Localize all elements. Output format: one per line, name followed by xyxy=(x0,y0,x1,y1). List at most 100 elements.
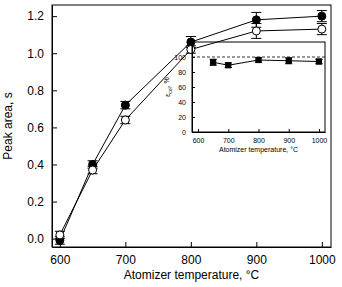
tick: 800 xyxy=(253,129,265,144)
tick-mark xyxy=(256,242,257,247)
error-bar xyxy=(315,59,322,64)
tick: 0.8 xyxy=(27,84,57,98)
y-axis: 0 20 40 60 80 100 xyxy=(174,43,195,136)
tick: 60 xyxy=(178,84,195,91)
plot-frame xyxy=(52,5,331,247)
figure: 60070080090010000.00.20.40.60.81.01.2Ato… xyxy=(0,0,342,287)
tick-label: 60 xyxy=(178,84,186,91)
chart: 60070080090010000.00.20.40.60.81.01.2Ato… xyxy=(1,5,336,282)
tick-label: 900 xyxy=(247,253,267,267)
tick-label: 600 xyxy=(193,137,205,144)
tick-label: 0.6 xyxy=(27,121,44,135)
tick-label: 600 xyxy=(50,253,70,267)
error-bar xyxy=(251,24,261,39)
tick-label: 0.0 xyxy=(27,232,44,246)
tick: 700 xyxy=(116,242,136,267)
x-axis-title: Atomizer temperature, °C xyxy=(219,146,298,154)
tick: 0 xyxy=(182,129,195,136)
data-point xyxy=(318,25,326,33)
series-line xyxy=(60,16,322,240)
error-bar xyxy=(88,166,98,173)
data-point xyxy=(187,46,195,54)
tick-mark xyxy=(192,102,195,103)
data-point xyxy=(226,63,231,68)
tick-mark xyxy=(52,53,57,54)
tick: 700 xyxy=(223,129,235,144)
tick-mark xyxy=(192,117,195,118)
tick-mark xyxy=(192,72,195,73)
tick-mark xyxy=(192,87,195,88)
tick-mark xyxy=(192,132,195,133)
error-bar xyxy=(225,63,232,68)
data-point xyxy=(211,60,216,65)
error-bar xyxy=(120,116,130,123)
tick: 0.2 xyxy=(27,195,57,209)
tick: 100 xyxy=(174,54,195,61)
tick-mark xyxy=(52,164,57,165)
plot-area xyxy=(55,11,327,245)
tick-mark xyxy=(52,90,57,91)
chart: 600 700 800 900 1000 0 20 40 60 80 100 Atomizer tem… xyxy=(163,42,327,154)
tick-label: 20 xyxy=(178,114,186,121)
data-point xyxy=(318,12,326,20)
tick-label: 0.2 xyxy=(27,195,44,209)
data-point xyxy=(316,59,321,64)
error-bar xyxy=(186,46,196,53)
plot-area xyxy=(192,57,325,68)
tick: 1000 xyxy=(312,129,328,144)
tick-mark xyxy=(191,242,192,247)
error-bar xyxy=(317,11,327,22)
tick-label: 1000 xyxy=(309,253,336,267)
x-axis-title: Atomizer temperature, °C xyxy=(124,268,260,282)
tick-mark xyxy=(322,242,323,247)
tick-label: 0 xyxy=(182,129,186,136)
data-point xyxy=(56,231,64,239)
tick: 20 xyxy=(178,114,195,121)
x-axis: 600 700 800 900 1000 xyxy=(193,129,328,144)
axis-line xyxy=(193,132,326,133)
tick: 0.6 xyxy=(27,121,57,135)
tick-label: 0.8 xyxy=(27,84,44,98)
y-axis: 0.0 0.2 0.4 0.6 0.8 1.0 1.2 xyxy=(27,6,57,248)
axis-line xyxy=(53,247,332,248)
tick: 0.4 xyxy=(27,158,57,172)
error-bar xyxy=(317,24,327,35)
tick-label: 80 xyxy=(178,69,186,76)
tick-label: 900 xyxy=(283,137,295,144)
tick: 800 xyxy=(181,242,201,267)
tick-mark xyxy=(228,129,229,132)
tick-mark xyxy=(52,202,57,203)
tick-label: 0.4 xyxy=(27,158,44,172)
tick-label: 1.0 xyxy=(27,47,44,61)
tick-mark xyxy=(319,129,320,132)
data-point xyxy=(286,58,291,63)
error-bar xyxy=(55,231,65,238)
tick-mark xyxy=(259,129,260,132)
error-bar xyxy=(120,101,130,108)
data-point xyxy=(121,101,129,109)
tick-label: 1.2 xyxy=(27,9,44,23)
tick-mark xyxy=(52,127,57,128)
x-axis: 600 700 800 900 1000 xyxy=(50,242,336,267)
tick-label: 800 xyxy=(253,137,265,144)
tick-mark xyxy=(52,16,57,17)
tick-mark xyxy=(289,129,290,132)
tick-label: 40 xyxy=(178,99,186,106)
data-point xyxy=(89,166,97,174)
error-bar xyxy=(255,58,262,63)
data-point xyxy=(252,16,260,24)
tick: 0.0 xyxy=(27,232,57,246)
plot-frame xyxy=(192,42,325,132)
tick: 40 xyxy=(178,99,195,106)
tick-label: 100 xyxy=(174,54,186,61)
y-axis-title: Peak area, s xyxy=(1,92,15,159)
error-bar xyxy=(210,59,217,65)
y-axis-title: εcol, % xyxy=(163,77,172,97)
tick-label: 800 xyxy=(181,253,201,267)
tick-label: 1000 xyxy=(312,137,328,144)
tick: 1000 xyxy=(309,242,336,267)
tick: 80 xyxy=(178,69,195,76)
tick-label: 700 xyxy=(223,137,235,144)
data-point xyxy=(121,116,129,124)
data-point xyxy=(252,27,260,35)
